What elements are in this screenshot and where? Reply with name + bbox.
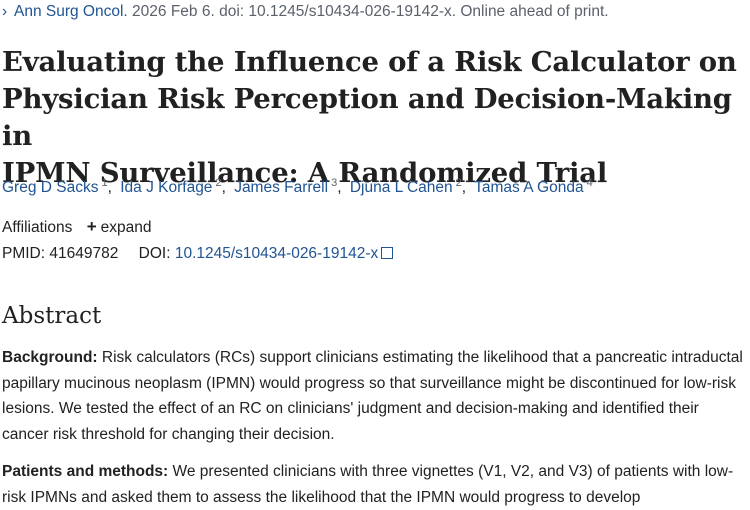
author-link[interactable]: Djuna L Cahen [349, 179, 453, 196]
expand-affiliations-button[interactable]: + expand [86, 217, 152, 236]
expand-label: expand [100, 219, 152, 236]
affiliation-ref[interactable]: 2 [455, 177, 462, 189]
affiliation-ref[interactable]: 4 [586, 177, 593, 189]
title-line-2: Physician Risk Perception and Decision-M… [2, 83, 732, 152]
plus-icon: + [86, 217, 97, 236]
identifiers-row: PMID: 41649782 DOI: 10.1245/s10434-026-1… [2, 245, 394, 263]
background-label: Background: [2, 349, 98, 366]
author-link[interactable]: Ida J Korfage [120, 179, 213, 196]
citation-details: 2026 Feb 6. doi: 10.1245/s10434-026-1914… [132, 3, 609, 20]
article-title: Evaluating the Influence of a Risk Calcu… [2, 44, 742, 192]
methods-label: Patients and methods: [2, 463, 169, 480]
doi-link[interactable]: 10.1245/s10434-026-19142-x [174, 245, 394, 262]
affiliation-ref[interactable]: 2 [215, 177, 222, 189]
pmid-value: 41649782 [49, 245, 119, 262]
affiliations-label: Affiliations [2, 219, 73, 236]
author-list: Greg D Sacks 1, Ida J Korfage 2, James Far… [2, 177, 593, 196]
author-link[interactable]: Greg D Sacks [2, 179, 99, 196]
author-link[interactable]: James Farrell [234, 179, 329, 196]
doi-value[interactable]: 10.1245/s10434-026-19142-x [174, 245, 379, 262]
affiliations-row: Affiliations + expand [2, 217, 151, 237]
citation-line: › Ann Surg Oncol. 2026 Feb 6. doi: 10.124… [2, 3, 609, 21]
abstract-background: Background: Risk calculators (RCs) suppo… [2, 345, 746, 447]
affiliation-ref[interactable]: 1 [101, 177, 108, 189]
doi-label: DOI: [138, 245, 171, 262]
external-link-icon [381, 247, 394, 259]
journal-link[interactable]: Ann Surg Oncol. [14, 3, 128, 20]
abstract-heading: Abstract [2, 303, 102, 329]
abstract-methods: Patients and methods: We presented clini… [2, 459, 746, 510]
chevron-right-icon: › [2, 3, 8, 20]
background-text: Risk calculators (RCs) support clinician… [2, 349, 743, 443]
author-link[interactable]: Tamas A Gonda [474, 179, 584, 196]
title-line-1: Evaluating the Influence of a Risk Calcu… [2, 46, 737, 78]
pmid-label: PMID: [2, 245, 46, 262]
affiliation-ref[interactable]: 3 [331, 177, 338, 189]
title-line-3: IPMN Surveillance: A Randomized Trial [2, 157, 608, 189]
